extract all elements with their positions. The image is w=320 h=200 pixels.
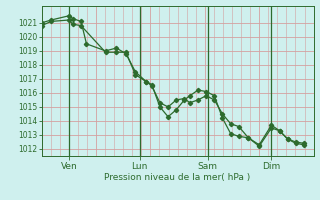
X-axis label: Pression niveau de la mer( hPa ): Pression niveau de la mer( hPa ) [104,173,251,182]
